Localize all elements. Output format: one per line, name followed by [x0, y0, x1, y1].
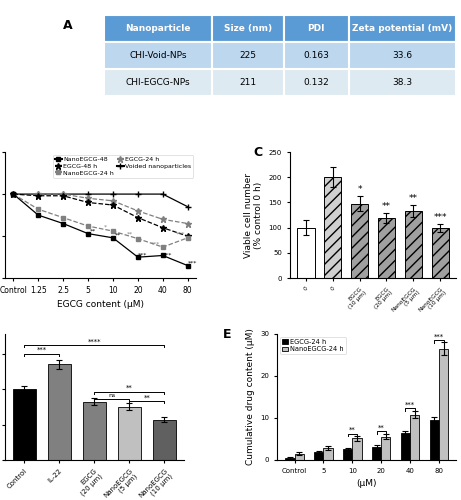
- Bar: [285, 458, 295, 460]
- Text: CHI-Void-NPs: CHI-Void-NPs: [129, 51, 187, 60]
- Bar: [431, 228, 449, 278]
- Text: ***: ***: [163, 252, 172, 257]
- Text: **: **: [126, 385, 133, 391]
- FancyBboxPatch shape: [212, 15, 284, 42]
- FancyBboxPatch shape: [284, 42, 349, 70]
- Text: 48 h: 48 h: [378, 346, 394, 352]
- Text: 211: 211: [239, 78, 256, 88]
- Text: ***: ***: [36, 347, 47, 353]
- Text: **: **: [90, 228, 96, 234]
- Text: *: *: [104, 224, 107, 230]
- Text: CHI-EGCG-NPs: CHI-EGCG-NPs: [126, 78, 190, 88]
- X-axis label: (μM): (μM): [356, 479, 377, 488]
- Text: **: **: [115, 233, 121, 238]
- Text: E: E: [223, 328, 232, 340]
- Text: ***: ***: [434, 334, 444, 340]
- Bar: [405, 211, 422, 278]
- Bar: [401, 432, 410, 460]
- FancyBboxPatch shape: [104, 15, 212, 42]
- Text: A: A: [63, 19, 73, 32]
- Text: 225: 225: [239, 51, 256, 60]
- Bar: [48, 364, 71, 460]
- Bar: [430, 420, 439, 460]
- Text: **: **: [382, 202, 391, 210]
- FancyBboxPatch shape: [104, 70, 212, 96]
- Text: **: **: [409, 194, 418, 203]
- Text: 0.132: 0.132: [303, 78, 329, 88]
- FancyBboxPatch shape: [104, 42, 212, 70]
- Text: **: **: [349, 426, 356, 432]
- Text: ***: ***: [405, 402, 415, 407]
- Text: *: *: [357, 185, 362, 194]
- Text: ***: ***: [433, 212, 447, 222]
- Bar: [352, 438, 361, 460]
- Text: 33.6: 33.6: [392, 51, 413, 60]
- Bar: [83, 402, 106, 460]
- FancyBboxPatch shape: [349, 42, 456, 70]
- Text: ***: ***: [151, 241, 160, 246]
- Text: 0 h: 0 h: [303, 346, 314, 352]
- Bar: [343, 450, 352, 460]
- Bar: [295, 454, 304, 460]
- Text: C: C: [253, 146, 262, 158]
- Text: ns: ns: [108, 394, 115, 398]
- Text: 0.163: 0.163: [303, 51, 329, 60]
- Bar: [439, 348, 448, 460]
- Text: **: **: [143, 394, 150, 400]
- Text: ****: ****: [88, 338, 101, 344]
- Text: **: **: [127, 232, 134, 237]
- FancyBboxPatch shape: [349, 15, 456, 42]
- Bar: [297, 228, 314, 278]
- X-axis label: EGCG content (μM): EGCG content (μM): [57, 300, 144, 310]
- Bar: [381, 437, 390, 460]
- FancyBboxPatch shape: [212, 42, 284, 70]
- Bar: [351, 204, 368, 278]
- Bar: [410, 414, 420, 460]
- Text: PDI: PDI: [307, 24, 325, 33]
- Text: Nanoparticle: Nanoparticle: [125, 24, 191, 33]
- Y-axis label: Cumulative drug content (μM): Cumulative drug content (μM): [246, 328, 255, 466]
- Bar: [314, 452, 324, 460]
- FancyBboxPatch shape: [284, 15, 349, 42]
- Text: ***: ***: [188, 260, 197, 266]
- Bar: [118, 407, 141, 460]
- Bar: [324, 448, 333, 460]
- Text: ***: ***: [138, 252, 148, 257]
- FancyBboxPatch shape: [212, 70, 284, 96]
- Text: ***: ***: [176, 231, 185, 236]
- Legend: NanoEGCG-48, EGCG-48 h, NanoEGCG-24 h, EGCG-24 h, Voided nanoparticles: NanoEGCG-48, EGCG-48 h, NanoEGCG-24 h, E…: [53, 155, 193, 178]
- Text: Zeta potential (mV): Zeta potential (mV): [352, 24, 453, 33]
- Text: **: **: [378, 424, 384, 430]
- Bar: [372, 446, 381, 460]
- FancyBboxPatch shape: [284, 70, 349, 96]
- Bar: [378, 218, 395, 278]
- Bar: [13, 389, 35, 460]
- Legend: EGCG-24 h, NanoEGCG-24 h: EGCG-24 h, NanoEGCG-24 h: [280, 337, 346, 354]
- Bar: [324, 178, 342, 278]
- Text: Size (nm): Size (nm): [224, 24, 272, 33]
- FancyBboxPatch shape: [349, 70, 456, 96]
- Text: 38.3: 38.3: [392, 78, 413, 88]
- Bar: [153, 420, 176, 460]
- Y-axis label: Viable cell number
(% control 0 h): Viable cell number (% control 0 h): [243, 172, 263, 258]
